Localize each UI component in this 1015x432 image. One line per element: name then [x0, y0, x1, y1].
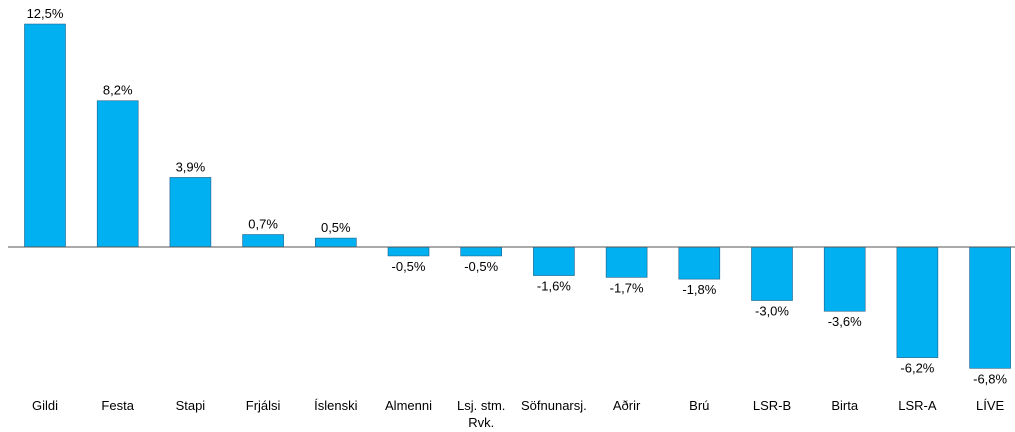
- x-tick-label: Aðrir: [612, 398, 641, 413]
- bar: [387, 246, 430, 257]
- x-tick-label: Frjálsi: [245, 398, 281, 413]
- bar: [169, 177, 212, 248]
- bar: [460, 246, 503, 257]
- bar: [605, 246, 648, 278]
- x-tick-label: Birta: [831, 398, 859, 413]
- bar: [533, 246, 575, 276]
- value-label: -1,7%: [610, 280, 644, 295]
- value-label: -3,6%: [828, 314, 862, 329]
- x-tick-label: Gildi: [31, 398, 58, 413]
- bar: [896, 246, 939, 358]
- x-tick-label: Íslenski: [314, 398, 358, 413]
- value-label: -1,8%: [682, 282, 716, 297]
- value-label: -3,0%: [755, 304, 789, 319]
- bar: [96, 100, 139, 248]
- value-label: 12,5%: [27, 6, 64, 21]
- value-label: -1,6%: [537, 279, 571, 294]
- x-tick-label: Almenni: [385, 398, 432, 413]
- x-tick-label: Festa: [101, 398, 134, 413]
- bar: [823, 246, 866, 312]
- x-tick-label: Stapi: [175, 398, 206, 413]
- x-tick-label: LSR-A: [898, 398, 937, 413]
- x-tick-label: Lsj. stm. Rvk.: [456, 398, 506, 430]
- bar: [242, 234, 284, 248]
- value-label: 8,2%: [103, 83, 133, 98]
- x-tick-label: LSR-B: [752, 398, 792, 413]
- value-label: -0,5%: [464, 259, 498, 274]
- value-label: -6,2%: [900, 361, 934, 376]
- bar: [969, 246, 1011, 369]
- x-tick-label: Söfnunarsj.: [521, 398, 587, 413]
- value-label: -0,5%: [392, 259, 426, 274]
- x-tick-label: LÍVE: [976, 398, 1005, 413]
- value-label: 0,7%: [248, 217, 278, 232]
- bar: [678, 246, 721, 280]
- value-label: 0,5%: [321, 220, 351, 235]
- x-tick-label: Brú: [689, 398, 710, 413]
- bar: [314, 237, 357, 248]
- bar: [24, 23, 66, 248]
- value-label: 3,9%: [176, 159, 206, 174]
- bar: [751, 246, 793, 301]
- value-label: -6,8%: [973, 371, 1007, 386]
